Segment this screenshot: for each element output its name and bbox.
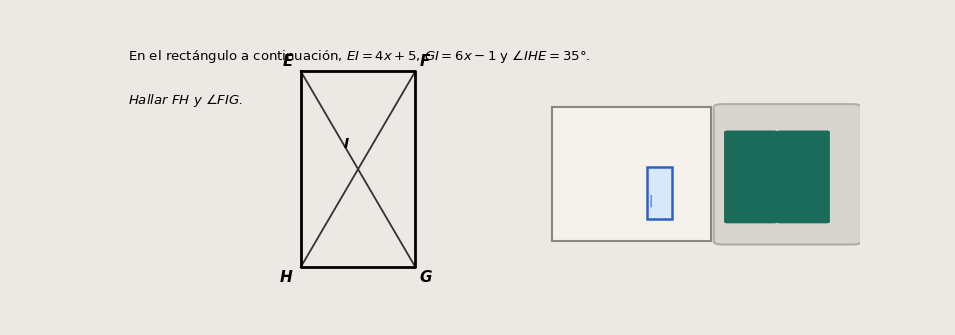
Text: ∠FIG =: ∠FIG =	[565, 194, 624, 209]
Text: En el rectángulo a continuación, $EI=4x+5$, $GI=6x-1$ y $\angle IHE=35°$.: En el rectángulo a continuación, $EI=4x+…	[128, 48, 591, 65]
Text: F: F	[419, 54, 430, 69]
FancyBboxPatch shape	[713, 104, 861, 245]
FancyBboxPatch shape	[724, 130, 777, 223]
Text: H: H	[280, 270, 293, 284]
Text: FH =: FH =	[579, 143, 618, 158]
Text: G: G	[419, 270, 432, 284]
Text: 34: 34	[645, 143, 663, 158]
FancyBboxPatch shape	[552, 107, 711, 242]
Text: ×: ×	[743, 168, 758, 186]
Text: Hallar $FH$ y $\angle FIG$.: Hallar $FH$ y $\angle FIG$.	[128, 92, 244, 109]
Text: E: E	[283, 54, 293, 69]
Text: |: |	[648, 195, 653, 208]
Text: ↺: ↺	[796, 168, 811, 186]
FancyBboxPatch shape	[647, 167, 671, 219]
Text: I: I	[343, 137, 349, 151]
Text: °: °	[675, 195, 682, 208]
FancyBboxPatch shape	[776, 130, 830, 223]
